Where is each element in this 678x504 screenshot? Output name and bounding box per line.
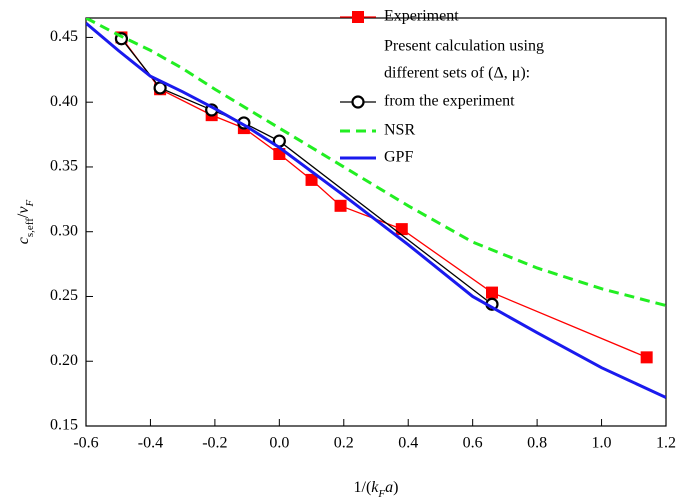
x-tick-label: 0.0	[269, 435, 289, 452]
y-tick-label: 0.25	[50, 287, 78, 304]
y-axis-label: cs,eff/vF	[15, 200, 36, 245]
x-label-part: k	[371, 479, 379, 496]
y-label-part: s,eff	[24, 218, 36, 237]
x-tick-label: -0.4	[138, 435, 163, 452]
x-label-part: )	[393, 479, 398, 496]
data-point	[305, 173, 318, 186]
legend-marker	[352, 11, 364, 23]
data-point	[334, 199, 347, 212]
x-tick-label: -0.2	[202, 435, 227, 452]
y-tick-label: 0.30	[50, 222, 78, 239]
data-point	[395, 223, 408, 236]
legend-title: different sets of (Δ, μ):	[384, 65, 530, 82]
series-line	[86, 18, 666, 307]
x-label-part: 1/(	[354, 479, 372, 496]
legend-label: NSR	[384, 122, 415, 139]
y-label-part: F	[24, 200, 36, 208]
legend-title: Present calculation using	[384, 38, 544, 55]
legend-marker	[351, 95, 365, 109]
legend-label: GPF	[384, 149, 413, 166]
y-label-part: c	[15, 237, 32, 244]
x-tick-label: 0.8	[527, 435, 547, 452]
series-line	[120, 37, 647, 358]
x-tick-label: 0.6	[463, 435, 483, 452]
x-tick-label: 1.2	[656, 435, 676, 452]
y-tick-label: 0.35	[50, 158, 78, 175]
y-tick-label: 0.40	[50, 93, 78, 110]
y-label-part: /	[15, 213, 32, 218]
x-label-part: a	[385, 479, 393, 496]
y-tick-label: 0.45	[50, 28, 78, 45]
y-label-part: v	[15, 206, 32, 214]
x-axis-label: 1/(kFa)	[354, 479, 399, 500]
plot-frame	[85, 17, 667, 427]
data-point	[640, 351, 653, 364]
y-tick-label: 0.20	[50, 352, 78, 369]
x-label-part: F	[377, 488, 385, 500]
x-tick-label: 0.2	[334, 435, 354, 452]
x-tick-label: 0.4	[398, 435, 418, 452]
legend-label: Experiment	[384, 8, 459, 25]
legend-label: from the experiment	[384, 93, 515, 110]
x-tick-label: 1.0	[592, 435, 612, 452]
y-tick-label: 0.15	[50, 417, 78, 434]
data-point	[486, 286, 498, 299]
series-line	[86, 22, 666, 399]
x-tick-label: -0.6	[73, 435, 98, 452]
